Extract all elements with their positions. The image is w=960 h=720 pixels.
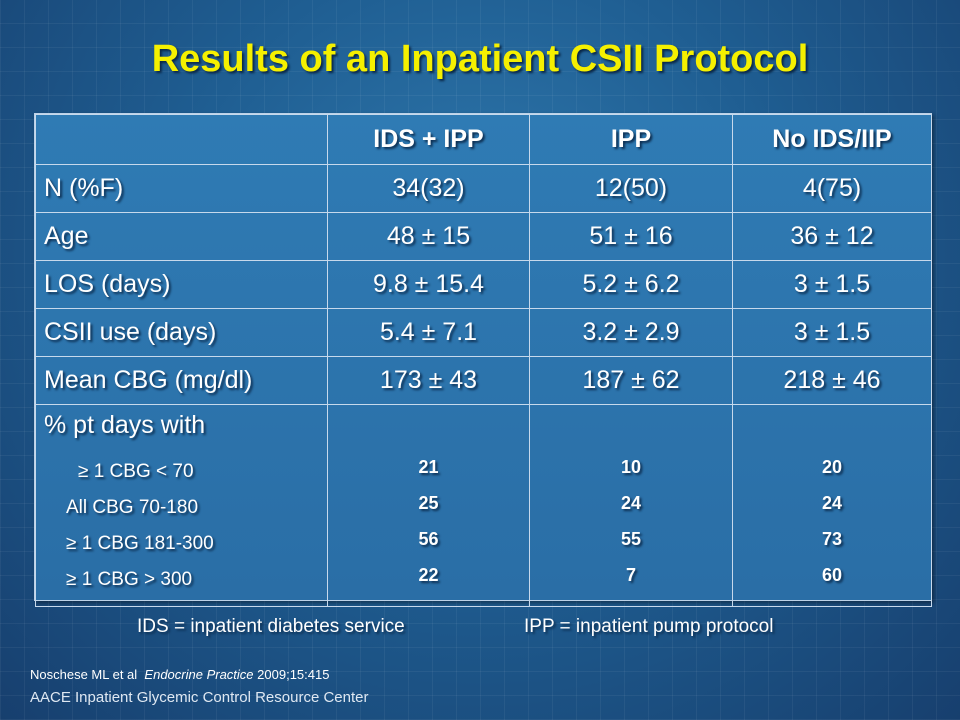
results-table: IDS + IPP IPP No IDS/IIP N (%F) 34(32) 1… bbox=[34, 113, 932, 607]
table-cell: 3 ± 1.5 bbox=[732, 260, 932, 309]
row-label: LOS (days) bbox=[35, 260, 328, 309]
pt-days-value: 20 bbox=[821, 457, 843, 477]
table-row: LOS (days) 9.8 ± 15.4 5.2 ± 6.2 3 ± 1.5 bbox=[35, 260, 932, 309]
table-cell: 9.8 ± 15.4 bbox=[327, 260, 530, 309]
table-cell: 5.4 ± 7.1 bbox=[327, 308, 530, 357]
pt-days-sublabel: ≥ 1 CBG < 70 bbox=[78, 461, 194, 482]
table-row: N (%F) 34(32) 12(50) 4(75) bbox=[35, 164, 932, 213]
pt-days-value: 22 bbox=[418, 565, 439, 585]
table-cell: 218 ± 46 bbox=[732, 356, 932, 405]
table-cell: 187 ± 62 bbox=[529, 356, 733, 405]
pt-days-value: 56 bbox=[418, 529, 439, 549]
pt-days-sublabel: ≥ 1 CBG 181-300 bbox=[66, 533, 214, 554]
table-cell: 36 ± 12 bbox=[732, 212, 932, 261]
table-cell: 173 ± 43 bbox=[327, 356, 530, 405]
header-cell-ids-ipp: IDS + IPP bbox=[327, 114, 530, 165]
table-cell: 3 ± 1.5 bbox=[732, 308, 932, 357]
citation-ref: 2009;15:415 bbox=[257, 667, 330, 682]
pt-days-value: 24 bbox=[620, 493, 642, 513]
table-cell: 48 ± 15 bbox=[327, 212, 530, 261]
slide-title: Results of an Inpatient CSII Protocol bbox=[151, 38, 809, 80]
citation: Noschese ML et al Endocrine Practice 200… bbox=[30, 667, 329, 682]
pt-days-value: 10 bbox=[620, 457, 642, 477]
pt-days-value: 24 bbox=[821, 493, 843, 513]
header-cell-empty bbox=[35, 114, 328, 165]
pt-days-cell: 21 25 56 22 bbox=[327, 404, 530, 607]
pt-days-sublabel: All CBG 70-180 bbox=[66, 497, 199, 518]
table-cell: 4(75) bbox=[732, 164, 932, 213]
row-label: Age bbox=[35, 212, 328, 261]
header-cell-no-ids: No IDS/IIP bbox=[732, 114, 932, 165]
pt-days-sublabel: ≥ 1 CBG > 300 bbox=[66, 569, 193, 590]
organization-name: AACE Inpatient Glycemic Control Resource… bbox=[30, 689, 369, 706]
header-cell-ipp: IPP bbox=[529, 114, 733, 165]
row-label: CSII use (days) bbox=[35, 308, 328, 357]
table-cell: 5.2 ± 6.2 bbox=[529, 260, 733, 309]
pt-days-value: 55 bbox=[620, 529, 642, 549]
row-label: N (%F) bbox=[35, 164, 328, 213]
pt-days-value: 7 bbox=[625, 565, 636, 585]
pt-days-value: 60 bbox=[821, 565, 843, 585]
pt-days-label: % pt days with bbox=[44, 411, 206, 439]
footnote-ids: IDS = inpatient diabetes service bbox=[137, 616, 405, 637]
pt-days-row: % pt days with ≥ 1 CBG < 70 All CBG 70-1… bbox=[35, 404, 932, 607]
table-row: CSII use (days) 5.4 ± 7.1 3.2 ± 2.9 3 ± … bbox=[35, 308, 932, 357]
table-cell: 51 ± 16 bbox=[529, 212, 733, 261]
citation-authors: Noschese ML et al bbox=[30, 667, 138, 682]
table-header-row: IDS + IPP IPP No IDS/IIP bbox=[35, 114, 932, 165]
table-cell: 34(32) bbox=[327, 164, 530, 213]
table-cell: 12(50) bbox=[529, 164, 733, 213]
pt-days-cell: 10 24 55 7 bbox=[529, 404, 733, 607]
table-row: Mean CBG (mg/dl) 173 ± 43 187 ± 62 218 ±… bbox=[35, 356, 932, 405]
pt-days-value: 73 bbox=[821, 529, 843, 549]
pt-days-label-cell: % pt days with ≥ 1 CBG < 70 All CBG 70-1… bbox=[35, 404, 328, 607]
footnote-ipp: IPP = inpatient pump protocol bbox=[524, 616, 774, 637]
citation-journal: Endocrine Practice bbox=[144, 667, 254, 682]
row-label: Mean CBG (mg/dl) bbox=[35, 356, 328, 405]
table-row: Age 48 ± 15 51 ± 16 36 ± 12 bbox=[35, 212, 932, 261]
table-cell: 3.2 ± 2.9 bbox=[529, 308, 733, 357]
pt-days-value: 25 bbox=[418, 493, 439, 513]
pt-days-value: 21 bbox=[418, 457, 439, 477]
pt-days-cell: 20 24 73 60 bbox=[732, 404, 932, 607]
